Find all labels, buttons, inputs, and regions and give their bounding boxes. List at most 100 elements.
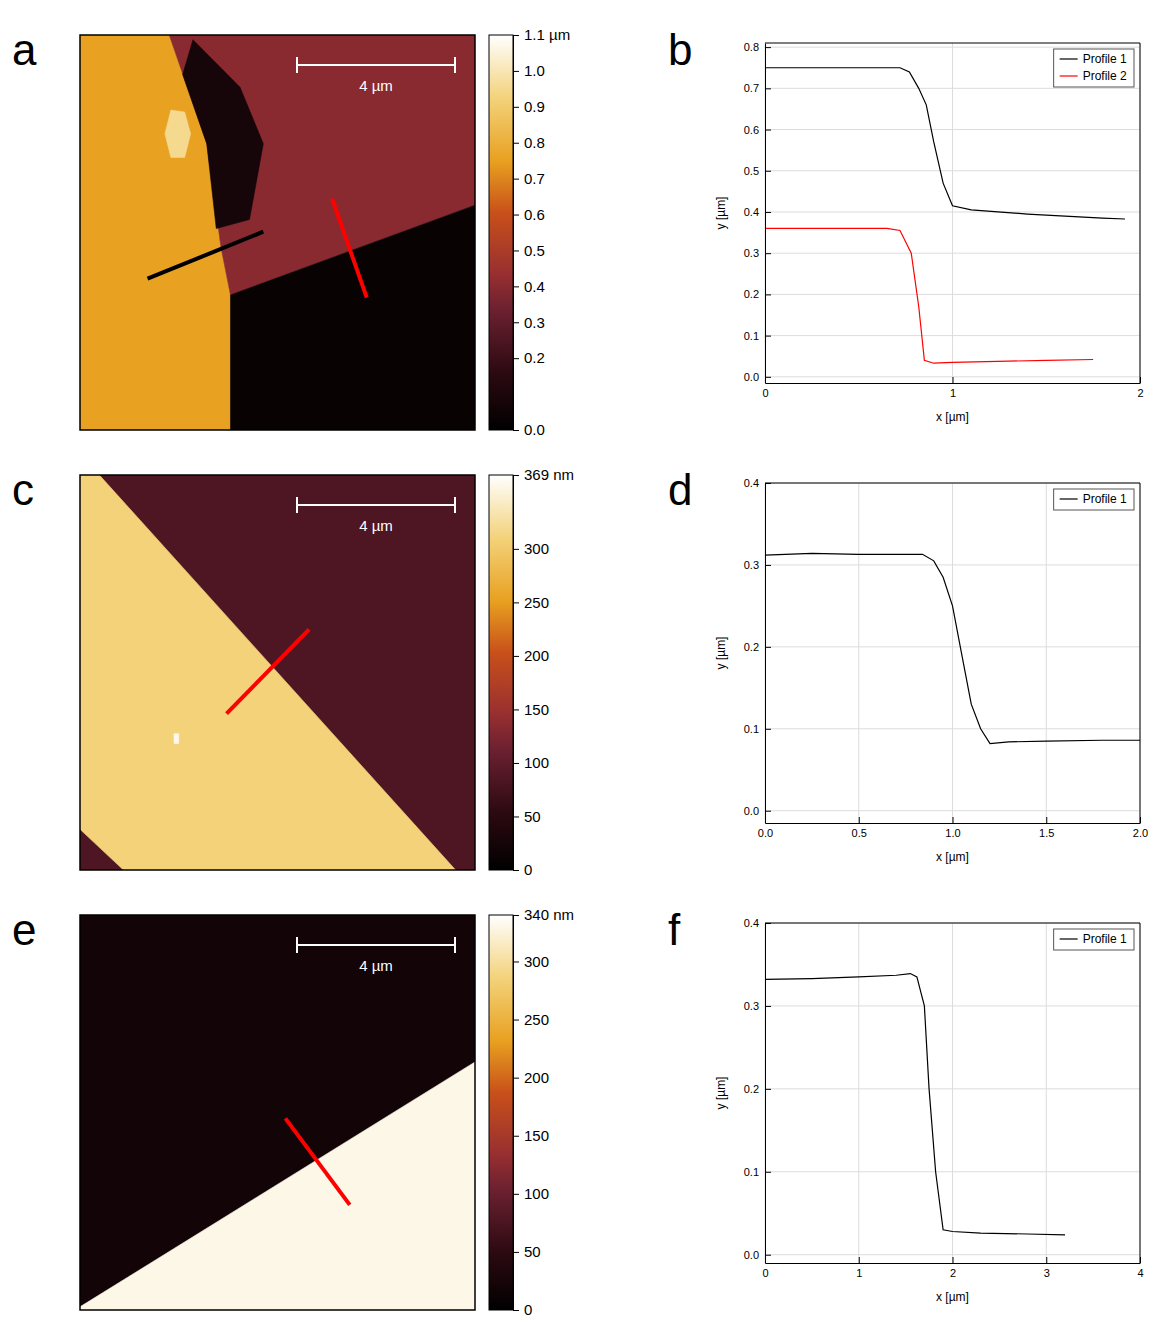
series-group	[765, 68, 1125, 363]
tick-label: 0.7	[744, 82, 759, 94]
grid-line	[765, 923, 1140, 924]
image-frame	[80, 475, 475, 870]
tick-label: 0.0	[744, 371, 759, 383]
x-axis-title: x [µm]	[936, 850, 969, 864]
tick: 0.8	[744, 41, 771, 53]
grid-line	[1140, 923, 1141, 1263]
colorbar-axis: 050100150200250300369 nm	[513, 466, 574, 878]
tick-label: 0.8	[524, 134, 545, 151]
tick: 50	[513, 1243, 541, 1260]
grid-line	[765, 335, 1140, 336]
tick: 1.5	[1039, 817, 1054, 839]
grid	[765, 483, 1140, 823]
tick-label: 0	[762, 1267, 768, 1279]
tick: 2.0	[1133, 817, 1148, 839]
tick: 0.8	[513, 134, 545, 151]
legend-swatch	[1060, 58, 1078, 59]
grid-line	[765, 47, 1140, 48]
legend-label: Profile 1	[1083, 52, 1127, 66]
region	[183, 40, 264, 229]
panel-letter: a	[12, 25, 37, 74]
region	[165, 110, 191, 157]
tick: 1	[950, 377, 956, 399]
tick-mark	[513, 35, 519, 36]
scale-bar-label: 4 µm	[359, 517, 393, 534]
grid-line	[858, 483, 859, 823]
grid-line	[765, 211, 1140, 212]
panel-letter: d	[668, 465, 692, 514]
tick-label: 50	[524, 808, 541, 825]
grid-line	[765, 1254, 1140, 1255]
tick-mark	[513, 430, 519, 431]
tick-label: 0.0	[744, 1249, 759, 1261]
grid-line	[765, 88, 1140, 89]
tick: 0.2	[744, 641, 771, 653]
tick: 1.0	[945, 817, 960, 839]
tick-label: 340 nm	[524, 906, 574, 923]
scale-bar: 4 µm	[297, 937, 455, 974]
tick-label: 100	[524, 1185, 549, 1202]
tick-label: 1	[950, 387, 956, 399]
tick: 200	[513, 647, 549, 664]
tick: 0.5	[852, 817, 867, 839]
tick: 1.0	[513, 62, 545, 79]
tick-mark	[765, 377, 771, 378]
region	[174, 734, 179, 744]
y-axis: 0.00.10.20.30.4	[744, 917, 771, 1263]
scale-bar-line	[297, 64, 455, 66]
tick-label: 0.1	[744, 1166, 759, 1178]
tick: 0.7	[513, 170, 545, 187]
region	[230, 205, 475, 430]
tick-mark	[1046, 1257, 1047, 1263]
grid-line	[765, 483, 1140, 484]
colorbar: 0.00.20.30.40.50.60.70.80.91.01.1 µm	[489, 26, 570, 438]
tick-mark	[765, 130, 771, 131]
tick: 0.7	[744, 82, 771, 94]
tick: 0.0	[744, 1249, 771, 1261]
tick: 0.4	[513, 278, 545, 295]
tick-mark	[513, 961, 519, 962]
legend-swatch	[1060, 498, 1078, 499]
frame-line	[1140, 43, 1141, 383]
tick-mark	[513, 1194, 519, 1195]
tick-label: 0.6	[524, 206, 545, 223]
tick-label: 3	[1044, 1267, 1050, 1279]
scale-bar-cap	[454, 497, 456, 513]
tick: 1	[856, 1257, 862, 1279]
axis-line	[765, 44, 766, 384]
frame-line	[1140, 923, 1141, 1263]
tick: 4	[1137, 1257, 1143, 1279]
tick-label: 100	[524, 754, 549, 771]
tick: 0.6	[744, 124, 771, 136]
tick-mark	[765, 47, 771, 48]
tick-label: 200	[524, 647, 549, 664]
tick-mark	[765, 811, 771, 812]
tick: 0.2	[513, 349, 545, 366]
scale-bar-cap	[296, 497, 298, 513]
tick-label: 1.1 µm	[524, 26, 570, 43]
frame-line	[765, 483, 1140, 484]
tick-label: 0.5	[524, 242, 545, 259]
axis-line	[765, 924, 766, 1264]
grid-line	[952, 923, 953, 1263]
tick: 150	[513, 701, 549, 718]
grid-line	[858, 923, 859, 1263]
tick-mark	[765, 88, 771, 89]
tick-mark	[859, 1257, 860, 1263]
tick-mark	[953, 377, 954, 383]
grid-line	[765, 564, 1140, 565]
tick-label: 4	[1137, 1267, 1143, 1279]
grid-line	[765, 1005, 1140, 1006]
colorbar-axis: 0.00.20.30.40.50.60.70.80.91.01.1 µm	[513, 26, 570, 438]
colorbar-axis: 050100150200250300340 nm	[513, 906, 574, 1318]
tick-mark	[513, 1310, 519, 1311]
grid-line	[1140, 483, 1141, 823]
tick: 0.6	[513, 206, 545, 223]
legend-label: Profile 1	[1083, 492, 1127, 506]
regions	[80, 35, 475, 430]
tick-label: 0.5	[852, 827, 867, 839]
tick: 0.0	[744, 371, 771, 383]
grid-line	[765, 810, 1140, 811]
tick-label: 0	[524, 1301, 532, 1318]
tick-label: 0.7	[524, 170, 545, 187]
